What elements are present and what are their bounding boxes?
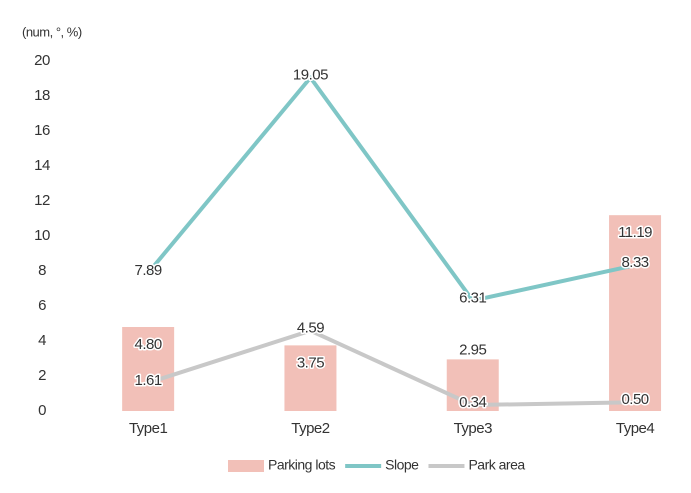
line [146, 75, 636, 303]
data-label: 8.33 [621, 254, 648, 271]
data-label: 11.19 [618, 224, 652, 241]
legend-label: Parking lots [268, 457, 336, 473]
x-tick-label: Type1 [129, 420, 168, 437]
y-tick-label: 12 [34, 192, 50, 209]
data-label: 7.89 [135, 262, 162, 279]
y-tick-label: 0 [38, 402, 46, 419]
legend-swatch [228, 460, 264, 472]
y-tick-label: 6 [38, 297, 46, 314]
y-tick-label: 14 [34, 157, 50, 174]
legend-label: Park area [468, 457, 525, 473]
y-tick-label: 20 [34, 52, 50, 69]
x-tick-label: Type2 [291, 420, 330, 437]
data-label: 4.80 [135, 336, 162, 353]
x-tick-label: Type4 [616, 420, 655, 437]
bar [284, 345, 337, 411]
bar [122, 327, 175, 411]
y-tick-label: 8 [38, 262, 46, 279]
bar [446, 359, 499, 411]
y-tick-label: 2 [38, 367, 46, 384]
y-axis-label: (num, °, %) [22, 24, 82, 39]
data-label: 4.59 [297, 320, 324, 337]
data-label: 2.95 [459, 341, 486, 358]
y-tick-label: 4 [38, 332, 46, 349]
x-tick-label: Type3 [454, 420, 493, 437]
data-label: 3.75 [297, 354, 324, 371]
line [147, 328, 636, 408]
data-label: 19.05 [293, 67, 328, 84]
bar [609, 215, 662, 411]
data-label: 1.61 [135, 372, 162, 389]
data-label: 6.31 [459, 290, 486, 307]
y-tick-label: 16 [34, 122, 50, 139]
data-label: 0.50 [621, 391, 648, 408]
y-tick-label: 10 [34, 227, 50, 244]
data-label: 0.34 [459, 394, 486, 411]
legend-label: Slope [385, 457, 419, 473]
y-tick-label: 18 [34, 87, 50, 104]
